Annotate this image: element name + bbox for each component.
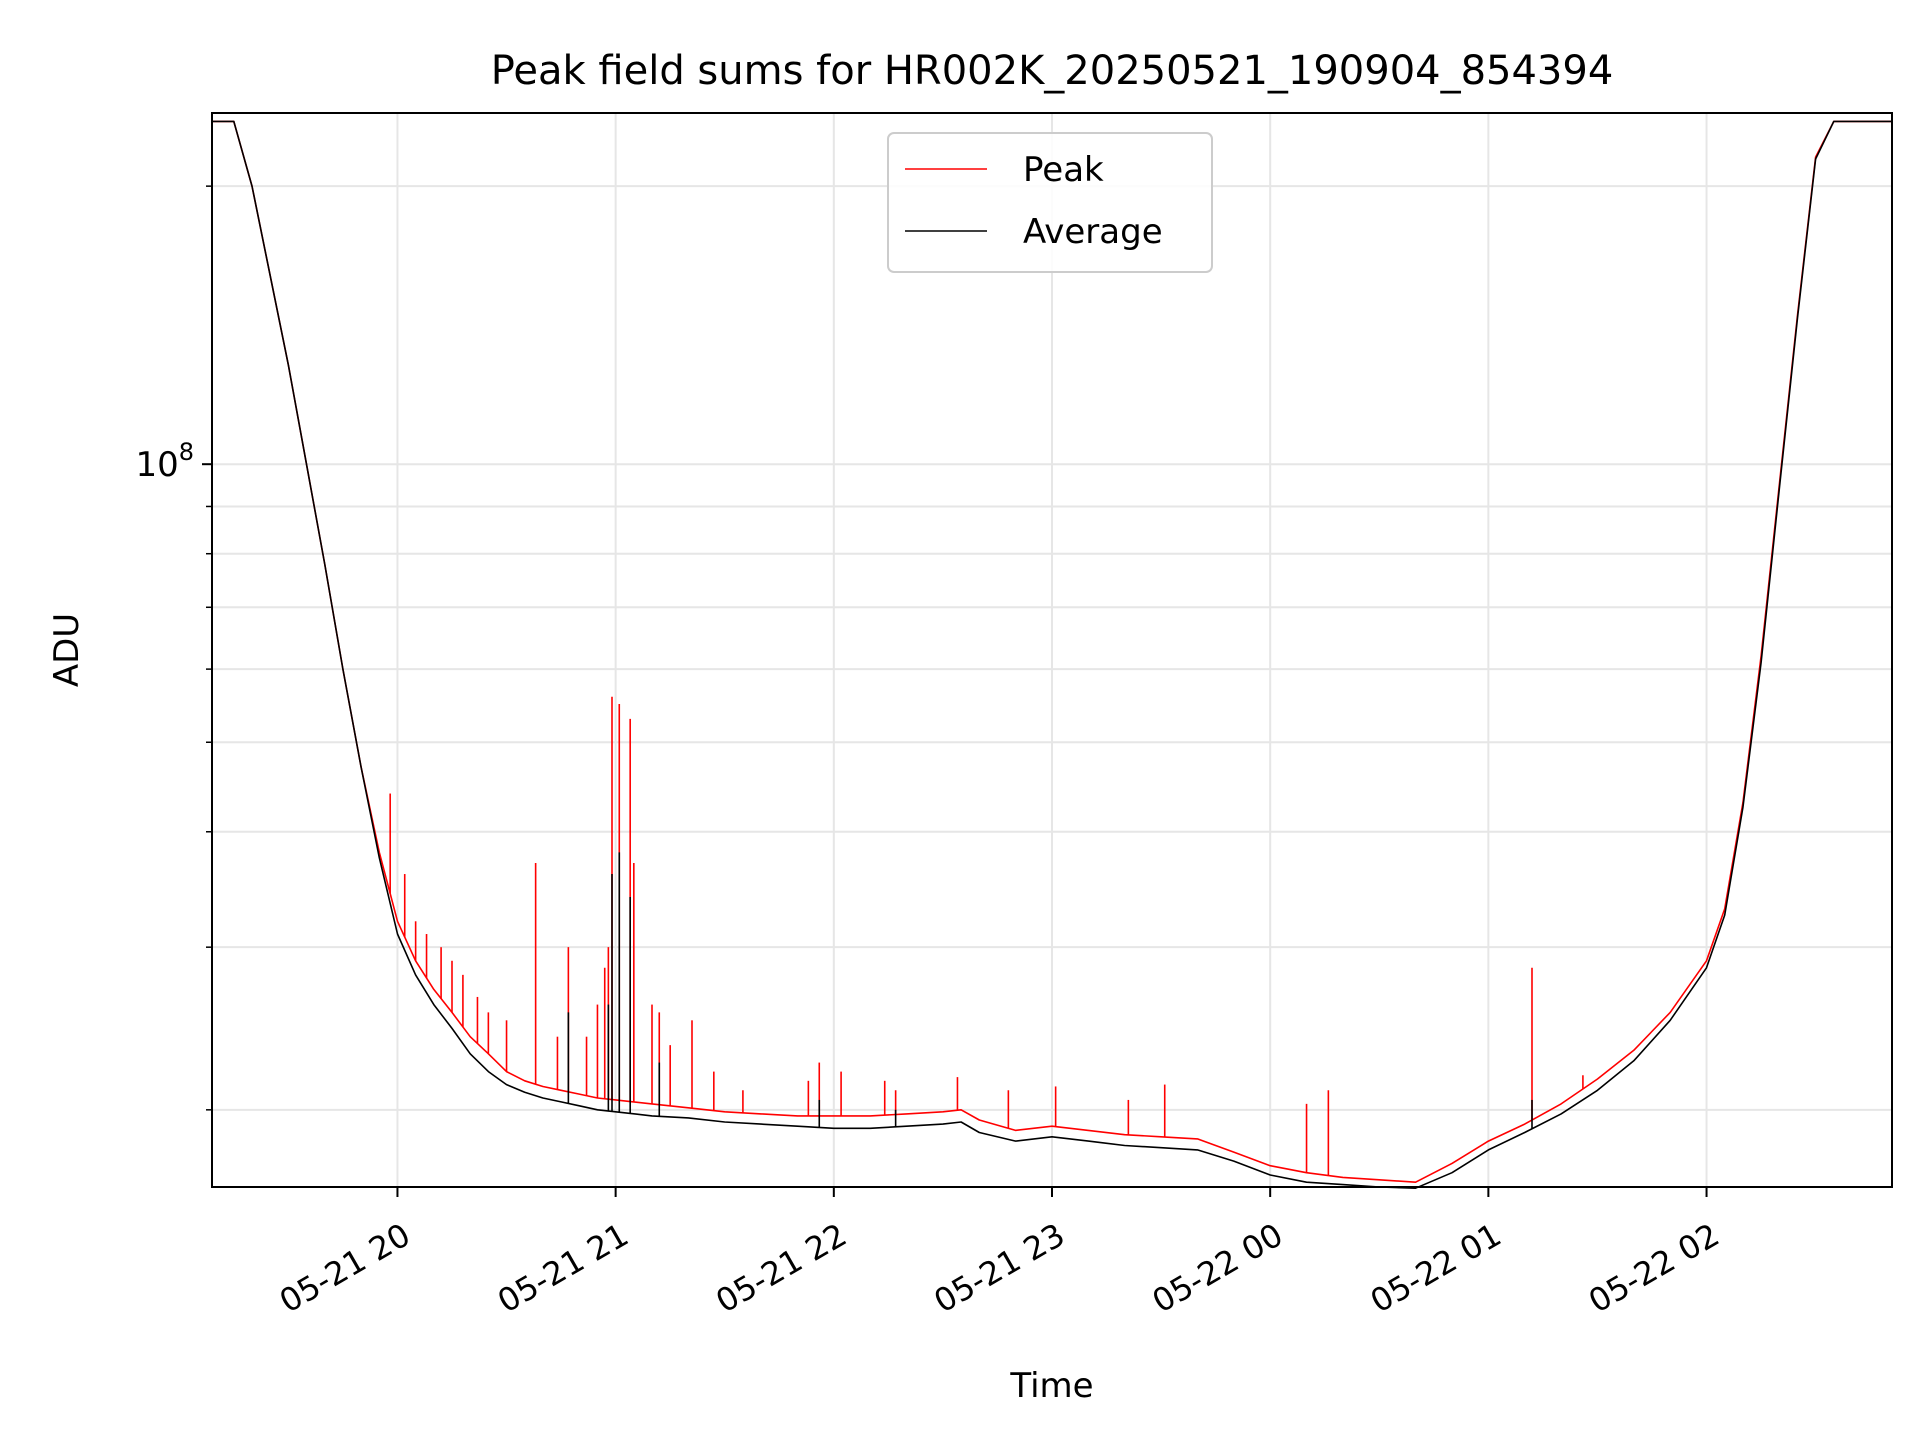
- x-axis-label: Time: [1009, 1366, 1093, 1406]
- legend-label-peak: Peak: [1023, 150, 1104, 190]
- series-line-peak: [212, 120, 1892, 1183]
- legend-box: [887, 132, 1213, 273]
- y-axis: 108: [135, 185, 212, 1111]
- legend: Peak Average: [887, 132, 1213, 273]
- chart-title: Peak field sums for HR002K_20250521_1909…: [491, 48, 1614, 94]
- series-layer: [212, 120, 1892, 1189]
- legend-label-average: Average: [1023, 212, 1163, 252]
- y-axis-label: ADU: [47, 613, 87, 687]
- y-tick-label: 108: [135, 438, 194, 485]
- series-line-average: [212, 120, 1892, 1189]
